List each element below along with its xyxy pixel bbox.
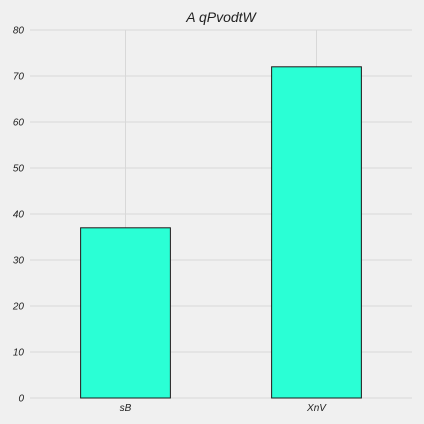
x-tick-label: XnV [306,403,327,414]
y-tick-label: 20 [12,302,25,313]
bar-XnV [271,66,362,399]
bars [80,66,362,399]
x-axis-ticks: sB XnV [120,403,328,414]
y-tick-label: 50 [13,164,25,175]
y-tick-label: 70 [13,72,25,83]
chart-title: A qPvodtW [185,9,257,25]
y-tick-label: 30 [13,256,25,267]
y-tick-label: 60 [13,118,25,129]
bar-sB [80,227,171,399]
y-axis-ticks: 0 10 20 30 40 50 60 70 80 [12,26,25,405]
y-tick-label: 10 [13,348,25,359]
y-tick-label: 40 [13,210,25,221]
y-tick-label: 0 [18,394,24,405]
y-tick-label: 80 [13,26,25,37]
x-tick-label: sB [120,403,132,414]
